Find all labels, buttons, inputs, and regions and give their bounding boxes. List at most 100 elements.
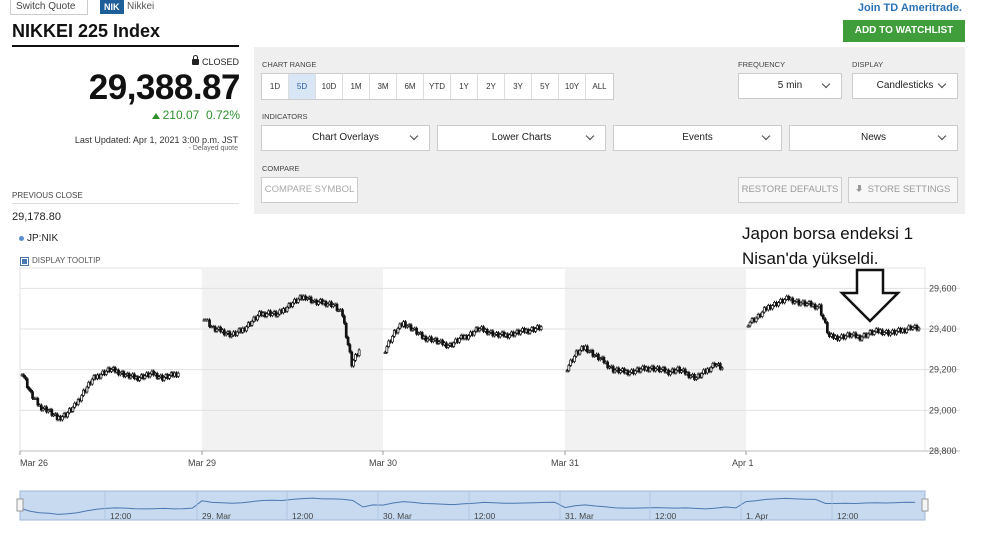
range-button-ytd[interactable]: YTD xyxy=(424,74,451,99)
candle-body xyxy=(826,322,829,334)
candle-body xyxy=(245,326,248,332)
candle-body xyxy=(317,301,320,305)
range-button-1y[interactable]: 1Y xyxy=(451,74,478,99)
candle-body xyxy=(633,370,637,375)
candle-body xyxy=(889,332,892,336)
change-percent: 0.72% xyxy=(205,108,240,122)
chevron-down-icon xyxy=(409,131,419,141)
restore-defaults-button[interactable]: RESTORE DEFAULTS xyxy=(738,177,842,203)
candle-body xyxy=(872,331,876,335)
candle-body xyxy=(306,297,309,300)
range-button-3y[interactable]: 3Y xyxy=(505,74,532,99)
range-button-1d[interactable]: 1D xyxy=(262,74,289,99)
frequency-select[interactable]: 5 min xyxy=(738,73,842,99)
plot-area xyxy=(19,267,926,452)
candle-body xyxy=(87,381,91,388)
candle-body xyxy=(478,328,482,332)
store-settings-button[interactable]: STORE SETTINGS xyxy=(848,177,958,203)
display-tooltip-label[interactable]: DISPLAY TOOLTIP xyxy=(32,256,101,265)
candle-body xyxy=(346,336,350,346)
range-button-5y[interactable]: 5Y xyxy=(532,74,559,99)
candle-body xyxy=(155,372,159,379)
series-label: JP:NIK xyxy=(27,233,59,244)
candle-body xyxy=(391,335,394,343)
chart-overlays-select[interactable]: Chart Overlays xyxy=(261,125,430,151)
range-button-10y[interactable]: 10Y xyxy=(559,74,586,99)
news-select[interactable]: News xyxy=(789,125,958,151)
candle-body xyxy=(911,327,915,330)
candle-body xyxy=(805,303,809,306)
compare-symbol-button[interactable]: COMPARE SYMBOL xyxy=(261,177,358,203)
display-label: DISPLAY xyxy=(852,60,884,69)
candle-body xyxy=(680,370,683,373)
candle-body xyxy=(838,337,841,341)
chart-range-label: CHART RANGE xyxy=(262,60,317,69)
range-button-3m[interactable]: 3M xyxy=(370,74,397,99)
candle-body xyxy=(578,349,582,355)
session-shade xyxy=(565,268,746,451)
candle-body xyxy=(639,368,643,373)
price-chart[interactable]: 29,600 29,400 29,200 29,000 28,800 Mar 26 Mar… xyxy=(0,265,1000,534)
range-button-all[interactable]: ALL xyxy=(592,82,607,91)
candle-body xyxy=(598,358,602,361)
candle-body xyxy=(129,375,133,379)
chart-overlays-label: Chart Overlays xyxy=(312,132,379,143)
candle-body xyxy=(771,305,774,310)
candle-body xyxy=(700,373,704,378)
compare-label: COMPARE xyxy=(262,164,300,173)
display-tooltip-checkbox[interactable] xyxy=(20,257,29,266)
y-tick-label: 29,200 xyxy=(929,365,957,375)
chevron-down-icon xyxy=(937,131,947,141)
chevron-down-icon xyxy=(761,131,771,141)
join-td-ameritrade-link[interactable]: Join TD Ameritrade. xyxy=(857,2,962,14)
candle-body xyxy=(148,373,152,378)
range-button-6m[interactable]: 6M xyxy=(397,74,424,99)
candle-body xyxy=(341,309,344,317)
candle-body xyxy=(648,367,652,372)
display-select[interactable]: Candlesticks xyxy=(852,73,958,99)
symbol-badge: NIK xyxy=(100,0,124,14)
candle-body xyxy=(352,359,355,367)
range-button-2y[interactable]: 2Y xyxy=(478,74,505,99)
candle-body xyxy=(39,404,43,411)
range-button-5d[interactable]: 5D xyxy=(289,74,316,99)
candle-body xyxy=(29,389,33,392)
candle-body xyxy=(611,365,615,373)
candle-body xyxy=(392,330,396,337)
candle-body xyxy=(606,361,609,369)
candle-body xyxy=(265,313,269,317)
candle-body xyxy=(567,365,571,372)
navigator-label: 31. Mar xyxy=(565,511,594,521)
candle-body xyxy=(694,377,698,380)
add-to-watchlist-button[interactable]: ADD TO WATCHLIST xyxy=(843,20,965,42)
navigator-label: 12:00 xyxy=(110,511,132,521)
candle-body xyxy=(82,389,85,396)
candle-body xyxy=(815,306,819,310)
lower-charts-label: Lower Charts xyxy=(491,132,552,143)
candle-body xyxy=(208,319,211,327)
range-button-10d[interactable]: 10D xyxy=(316,74,343,99)
events-select[interactable]: Events xyxy=(613,125,782,151)
candle-body xyxy=(357,349,361,356)
candle-body xyxy=(122,371,126,377)
candle-body xyxy=(228,331,232,338)
lower-charts-select[interactable]: Lower Charts xyxy=(437,125,606,151)
candle-body xyxy=(46,409,50,413)
series-dot-icon xyxy=(19,236,24,241)
candle-body xyxy=(31,391,34,399)
switch-quote-button[interactable]: Switch Quote xyxy=(10,0,88,15)
range-button-1m[interactable]: 1M xyxy=(343,74,370,99)
market-status: CLOSED xyxy=(192,55,239,67)
candle-body xyxy=(61,416,64,421)
candle-body xyxy=(687,372,691,378)
chart-navigator[interactable]: 12:00 29. Mar 12:00 30. Mar 12:00 31. Mar 12:0… xyxy=(16,490,929,521)
candle-body xyxy=(669,371,672,376)
navigator-label: 29. Mar xyxy=(202,511,231,521)
candle-body xyxy=(519,330,523,335)
candle-body xyxy=(513,332,517,337)
candle-body xyxy=(659,369,663,372)
candle-body xyxy=(917,327,921,331)
candle-body xyxy=(850,334,854,338)
y-tick-label: 29,000 xyxy=(929,405,957,415)
candle-body xyxy=(344,322,348,338)
